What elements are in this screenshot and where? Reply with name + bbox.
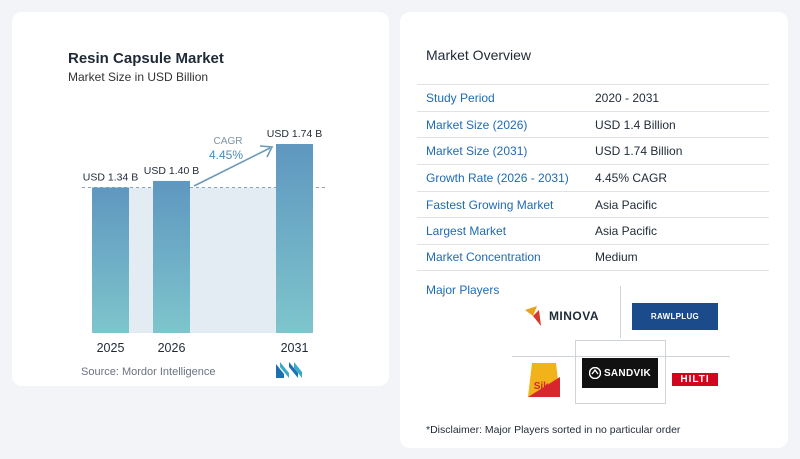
row-label: Fastest Growing Market	[426, 197, 554, 212]
chart-title: Resin Capsule Market	[68, 50, 224, 67]
chart-subtitle: Market Size in USD Billion	[68, 70, 209, 84]
overview-row: Largest Market Asia Pacific	[417, 217, 769, 244]
row-label: Market Size (2026)	[426, 117, 528, 132]
row-value: USD 1.4 Billion	[595, 117, 676, 132]
hilti-text: HILTI	[680, 374, 710, 385]
bar-2025	[92, 187, 129, 333]
major-players-title: Major Players	[426, 283, 500, 297]
row-label: Market Size (2031)	[426, 144, 528, 159]
hilti-logo: HILTI	[672, 373, 718, 386]
minova-text: MINOVA	[548, 309, 600, 323]
row-value: USD 1.74 Billion	[595, 144, 683, 159]
cagr-arrow	[193, 147, 271, 187]
x-tick-label: 2031	[281, 341, 309, 355]
overview-row: Growth Rate (2026 - 2031) 4.45% CAGR	[417, 164, 769, 191]
rawlplug-text: RAWLPLUG	[650, 312, 700, 321]
row-label: Market Concentration	[426, 250, 541, 265]
overview-row: Study Period 2020 - 2031	[417, 84, 769, 111]
disclaimer-text: *Disclaimer: Major Players sorted in no …	[426, 424, 681, 436]
row-label: Study Period	[426, 90, 495, 105]
bar-value-label: USD 1.74 B	[267, 128, 322, 140]
grid-divider	[512, 356, 730, 357]
sika-logo: Sika	[528, 363, 560, 397]
row-label: Growth Rate (2026 - 2031)	[426, 170, 569, 185]
sika-text: Sika	[534, 381, 555, 392]
overview-row: Market Size (2031) USD 1.74 Billion	[417, 137, 769, 164]
grid-divider	[665, 340, 666, 404]
bar-2026	[153, 180, 190, 333]
sandvik-text: SANDVIK	[603, 367, 652, 379]
row-value: 2020 - 2031	[595, 90, 660, 105]
sandvik-logo: SANDVIK	[582, 358, 658, 388]
overview-row: Market Concentration Medium	[417, 244, 769, 271]
sandvik-mark-icon	[588, 367, 601, 379]
overview-row: Fastest Growing Market Asia Pacific	[417, 190, 769, 218]
grid-divider	[575, 340, 666, 341]
sika-mark-icon: Sika	[528, 363, 560, 397]
x-tick-label: 2026	[158, 341, 186, 355]
x-tick-label: 2025	[97, 341, 125, 355]
bar-2031	[276, 144, 313, 333]
row-value: Medium	[595, 250, 638, 265]
cagr-arrowhead	[259, 145, 274, 158]
bar-value-label: USD 1.40 B	[144, 165, 199, 177]
mordor-logo	[276, 362, 302, 378]
overview-row: Market Size (2026) USD 1.4 Billion	[417, 110, 769, 138]
bar-chart: USD 1.34 B 2025 USD 1.40 B 2026 USD 1.74 B 20…	[82, 128, 325, 355]
grid-divider	[620, 286, 621, 338]
minova-mark-icon	[524, 306, 541, 326]
cagr-value: 4.45%	[209, 148, 243, 162]
cagr-label: CAGR	[214, 136, 243, 147]
grid-divider	[575, 340, 576, 404]
overview-table: Study Period 2020 - 2031 Market Size (20…	[417, 84, 769, 271]
row-value: Asia Pacific	[595, 197, 658, 212]
row-value: 4.45% CAGR	[595, 170, 668, 185]
minova-logo: MINOVA	[522, 305, 602, 327]
rawlplug-logo: RAWLPLUG	[632, 303, 718, 330]
source-text: Source: Mordor Intelligence	[81, 366, 216, 378]
overview-title: Market Overview	[426, 47, 532, 63]
row-value: Asia Pacific	[595, 224, 658, 239]
bar-value-label: USD 1.34 B	[83, 171, 138, 183]
grid-divider	[575, 403, 666, 404]
row-label: Largest Market	[426, 224, 507, 239]
